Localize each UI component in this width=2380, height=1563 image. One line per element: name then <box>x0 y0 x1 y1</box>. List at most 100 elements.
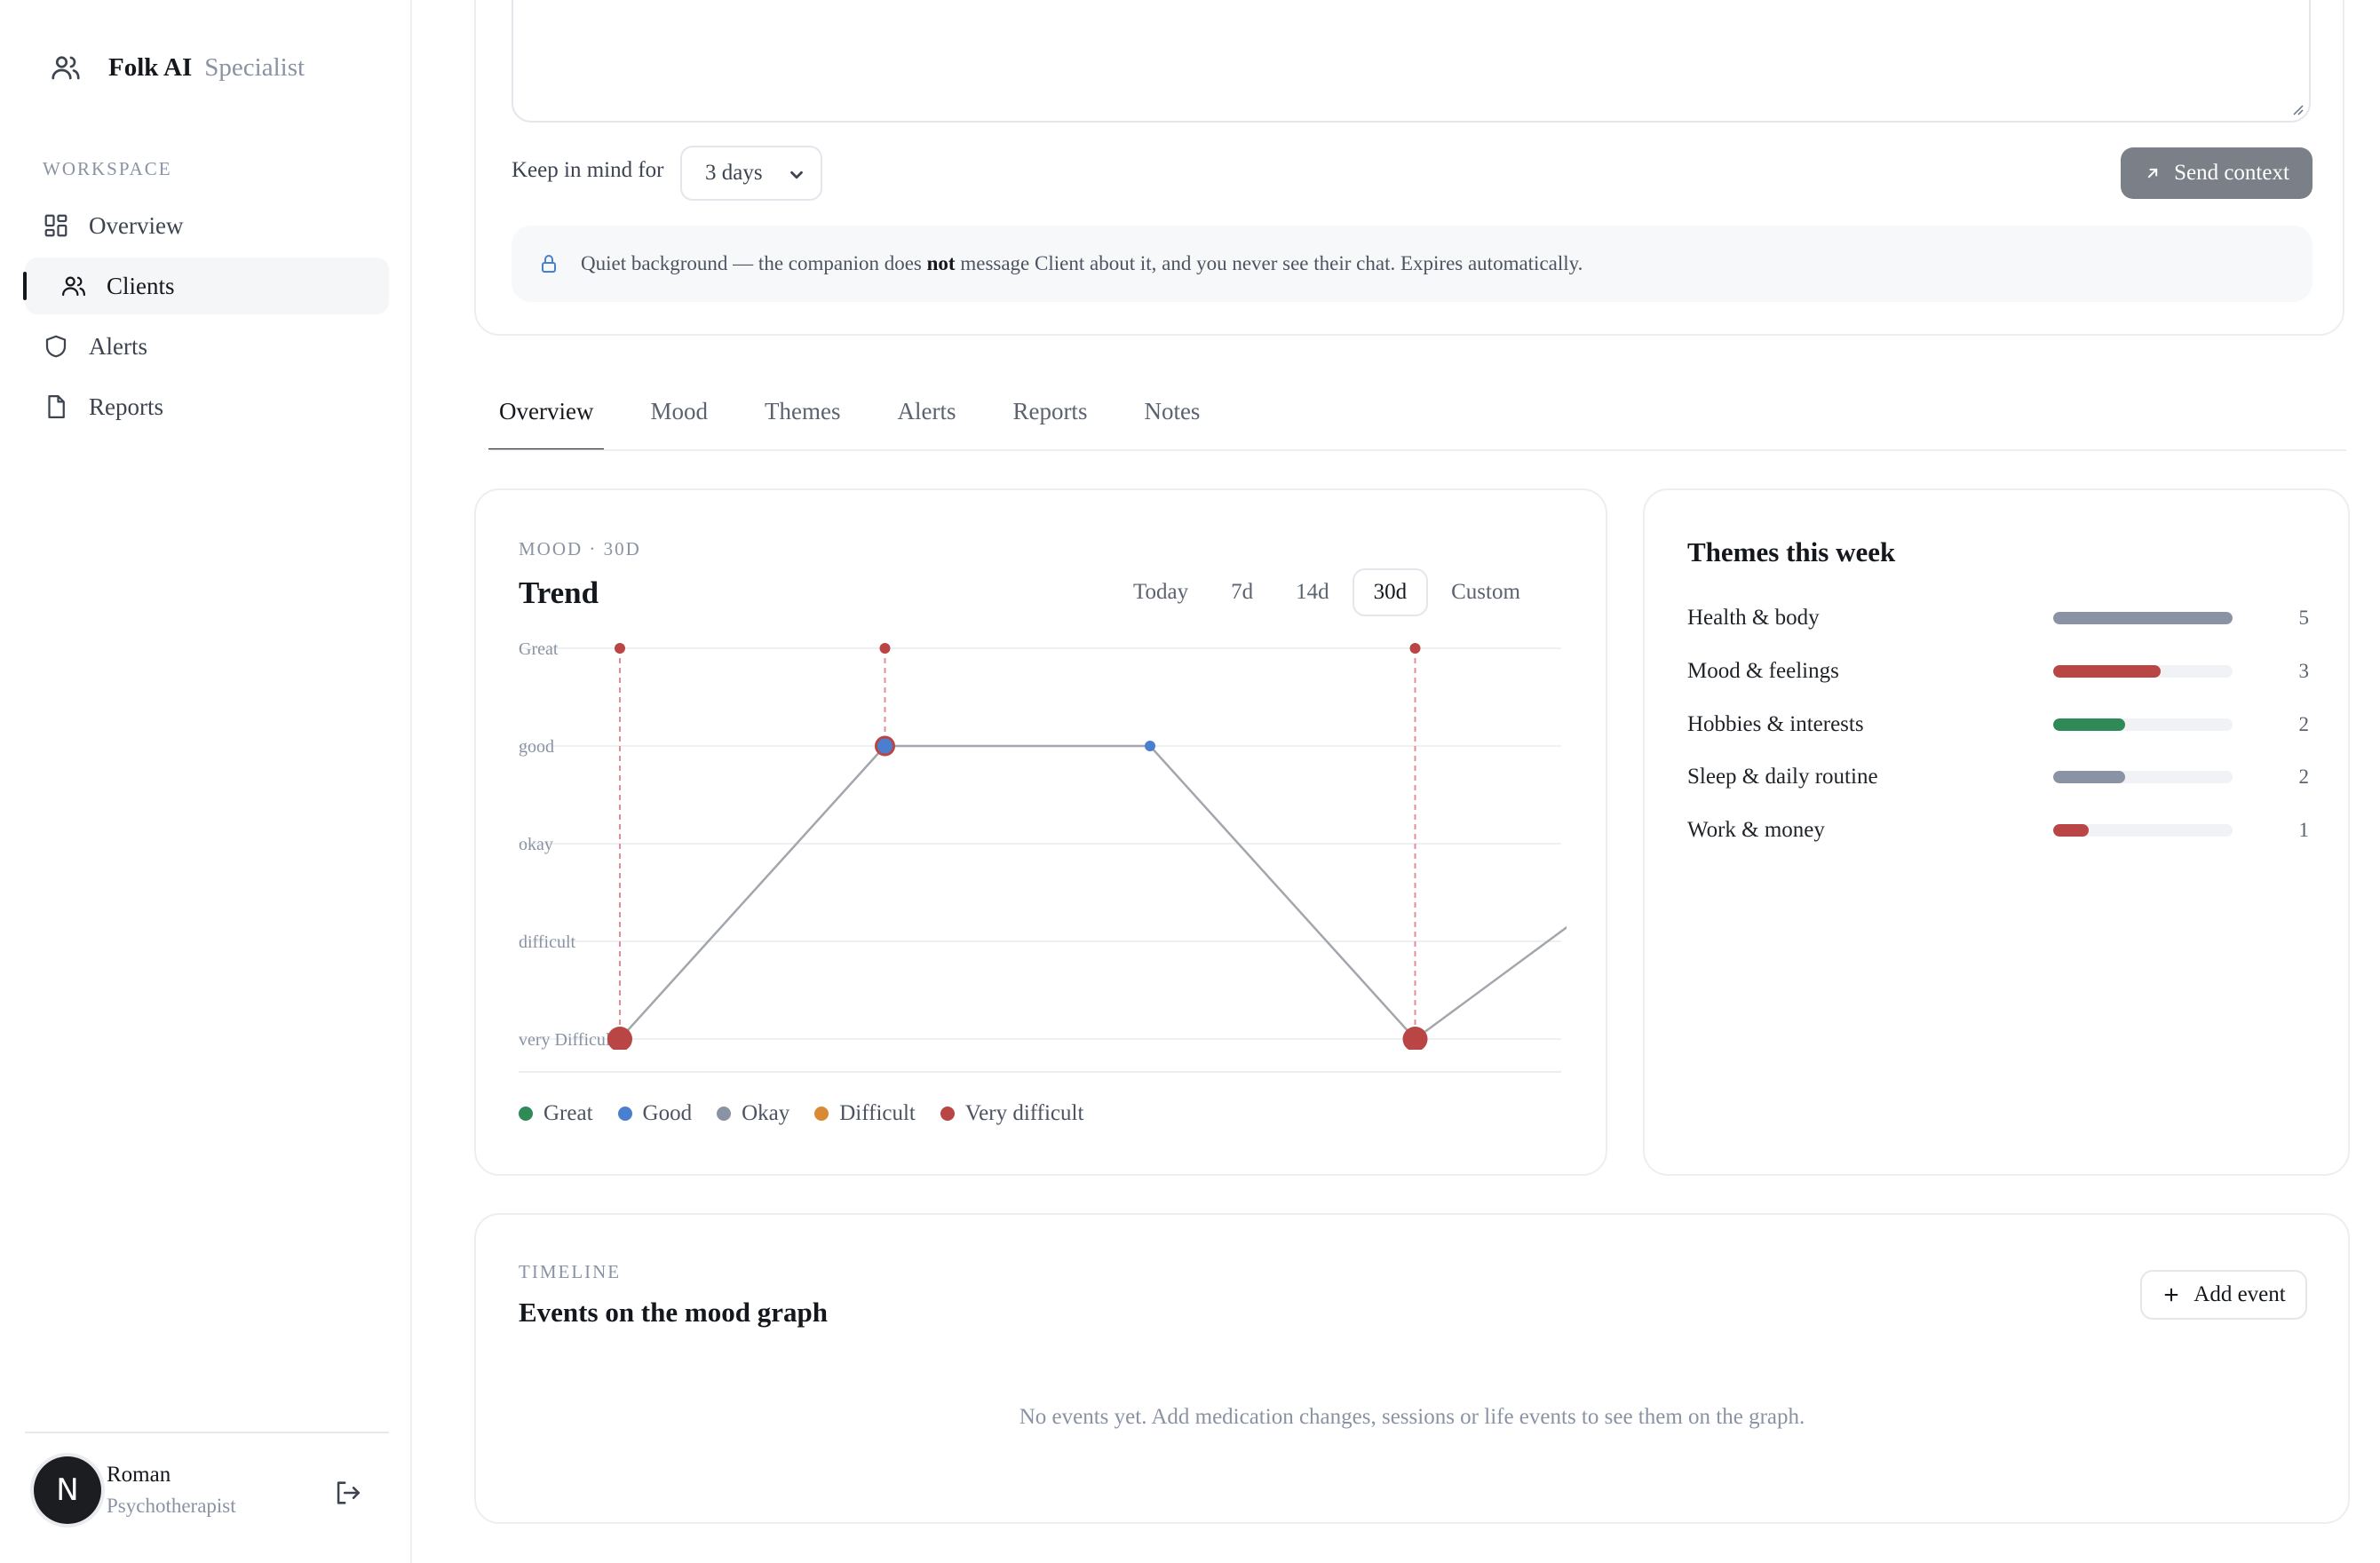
shield-icon <box>43 333 69 360</box>
theme-bar-fill <box>2053 612 2233 624</box>
data-point <box>1402 1027 1428 1050</box>
chart-divider <box>519 1071 1561 1073</box>
client-tabs: Overview Mood Themes Alerts Reports Note… <box>488 380 1246 451</box>
sidebar-nav: Overview Clients Alerts Reports <box>23 197 389 439</box>
range-today[interactable]: Today <box>1133 580 1189 604</box>
legend-item-okay: Okay <box>717 1101 789 1126</box>
range-30d[interactable]: 30d <box>1352 568 1429 616</box>
duration-select[interactable]: 3 days <box>680 146 822 201</box>
theme-bar-fill <box>2053 771 2125 783</box>
notice-text-start: Quiet background — the companion does <box>581 252 922 274</box>
tab-overview[interactable]: Overview <box>488 380 605 451</box>
y-tick-label: okay <box>519 835 553 854</box>
legend-dot <box>940 1107 955 1121</box>
send-context-label: Send context <box>2174 161 2289 185</box>
data-point <box>1145 741 1155 751</box>
workspace-label: WORKSPACE <box>43 158 172 179</box>
user-role: Psychotherapist <box>107 1495 236 1517</box>
sidebar-item-reports[interactable]: Reports <box>25 378 389 435</box>
themes-card <box>1643 488 2350 1176</box>
resize-handle-icon[interactable] <box>2289 101 2304 115</box>
legend-item-great: Great <box>519 1101 593 1126</box>
user-name: Roman <box>107 1463 171 1487</box>
sidebar-item-alerts[interactable]: Alerts <box>25 318 389 375</box>
spike-point <box>615 643 625 654</box>
theme-count: 1 <box>2298 819 2310 841</box>
theme-row: Health & body 5 <box>1687 600 2309 636</box>
legend-label: Great <box>543 1101 593 1125</box>
theme-bar-fill <box>2053 665 2162 678</box>
theme-label: Work & money <box>1687 818 1825 842</box>
chevron-down-icon <box>790 171 803 179</box>
theme-count: 2 <box>2298 713 2310 735</box>
add-event-button[interactable]: Add event <box>2140 1270 2307 1320</box>
notice-text-bold: not <box>926 252 956 274</box>
y-tick-label: good <box>519 737 554 757</box>
sidebar-item-clients[interactable]: Clients <box>23 258 389 314</box>
legend-item-good: Good <box>617 1101 693 1126</box>
theme-label: Hobbies & interests <box>1687 712 1864 736</box>
timeline-card <box>474 1213 2350 1524</box>
brand-role: Specialist <box>204 52 305 82</box>
document-icon <box>43 393 69 420</box>
logout-icon[interactable] <box>332 1478 362 1508</box>
tabs-divider <box>488 449 2346 451</box>
context-card <box>474 0 2344 336</box>
send-context-button[interactable]: Send context <box>2121 147 2313 199</box>
theme-bar <box>2053 824 2233 837</box>
sidebar-item-label: Overview <box>89 211 184 239</box>
timeline-title: Events on the mood graph <box>519 1297 828 1328</box>
mood-legend: Great Good Okay Difficult Very difficult <box>519 1101 1108 1126</box>
tab-themes[interactable]: Themes <box>764 398 841 424</box>
notice-text-end: message Client about it, and you never s… <box>960 252 1583 274</box>
tab-notes[interactable]: Notes <box>1144 398 1201 424</box>
theme-label: Health & body <box>1687 606 1820 630</box>
duration-value: 3 days <box>705 161 763 185</box>
theme-row: Mood & feelings 3 <box>1687 654 2309 689</box>
tab-mood[interactable]: Mood <box>650 398 708 424</box>
timeline-empty-state: No events yet. Add medication changes, s… <box>1019 1405 1805 1429</box>
theme-bar-fill <box>2053 718 2125 731</box>
spike-point <box>1409 643 1421 654</box>
mood-title: Trend <box>519 575 599 610</box>
legend-label: Okay <box>742 1101 790 1125</box>
brand-name: Folk AI <box>108 52 193 82</box>
sidebar-item-label: Alerts <box>89 332 147 360</box>
theme-bar <box>2053 771 2233 783</box>
mood-eyebrow: MOOD · 30D <box>519 538 641 559</box>
theme-label: Mood & feelings <box>1687 659 1839 683</box>
theme-count: 3 <box>2298 660 2310 682</box>
tab-reports[interactable]: Reports <box>1012 398 1088 424</box>
theme-count: 2 <box>2298 766 2310 788</box>
y-tick-label: difficult <box>519 932 576 952</box>
legend-item-difficult: Difficult <box>814 1101 916 1126</box>
sidebar-item-label: Clients <box>107 272 175 299</box>
legend-dot <box>617 1107 632 1121</box>
sidebar-item-overview[interactable]: Overview <box>25 197 389 254</box>
context-textarea[interactable] <box>512 0 2311 123</box>
theme-bar <box>2053 612 2233 624</box>
legend-dot <box>814 1107 829 1121</box>
range-14d[interactable]: 14d <box>1296 580 1329 604</box>
theme-bar <box>2053 665 2233 678</box>
legend-dot <box>717 1107 732 1121</box>
plus-icon <box>2164 1288 2178 1302</box>
user-profile[interactable]: N Roman Psychotherapist <box>34 1456 236 1524</box>
legend-label: Very difficult <box>964 1101 1084 1125</box>
themes-title: Themes this week <box>1687 536 1896 567</box>
notice-text: Quiet background — the companion does no… <box>581 252 1583 275</box>
keep-in-mind-label: Keep in mind for <box>512 158 664 182</box>
theme-bar-fill <box>2053 824 2090 837</box>
avatar: N <box>34 1456 101 1524</box>
tab-alerts[interactable]: Alerts <box>897 398 956 424</box>
sidebar-item-label: Reports <box>89 393 163 420</box>
y-tick-label: Great <box>519 639 559 659</box>
y-tick-label: very Difficult <box>519 1030 615 1050</box>
legend-label: Good <box>642 1101 693 1125</box>
privacy-notice: Quiet background — the companion does no… <box>512 226 2313 302</box>
add-event-label: Add event <box>2194 1282 2286 1306</box>
range-custom[interactable]: Custom <box>1451 580 1520 604</box>
range-selector: Today 7d 14d 30d Custom <box>1110 568 1540 616</box>
brand[interactable]: Folk AI Specialist <box>50 52 305 83</box>
range-7d[interactable]: 7d <box>1231 580 1254 604</box>
